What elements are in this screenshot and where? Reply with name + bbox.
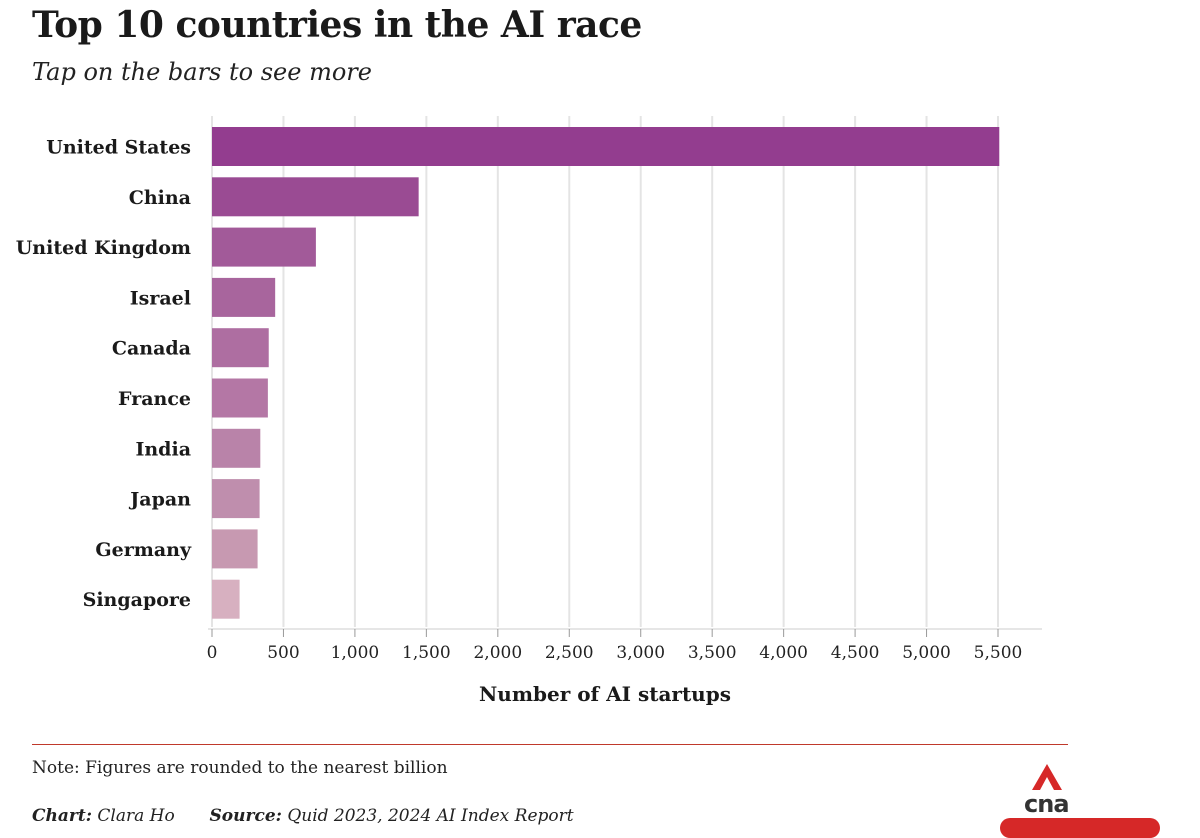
x-axis-title: Number of AI startups: [479, 682, 731, 706]
x-tick-label: 0: [207, 643, 218, 663]
bar-chart: 0 500 1,000 1,500 2,000 2,500 3,000 3,500 4,000 4…: [16, 116, 1042, 706]
x-tick-label: 4,500: [831, 643, 880, 663]
category-label: France: [118, 388, 191, 410]
source-label: Source:: [209, 806, 282, 826]
chart-subtitle: Tap on the bars to see more: [32, 58, 372, 86]
x-tick-label: 3,500: [688, 643, 737, 663]
bar-united-states[interactable]: [212, 127, 1000, 166]
bar-china[interactable]: [212, 177, 419, 217]
category-label: Canada: [112, 338, 191, 360]
chart-credit-author: Clara Ho: [97, 806, 175, 826]
chart-title: Top 10 countries in the AI race: [32, 4, 642, 46]
bar-france[interactable]: [212, 378, 268, 418]
x-tick-label: 1,500: [402, 643, 451, 663]
chart-credit-label: Chart:: [32, 806, 92, 826]
category-label: China: [129, 187, 191, 209]
category-label: United Kingdom: [16, 237, 191, 259]
red-banner[interactable]: [1000, 818, 1160, 838]
cna-logo-text: cna: [1024, 790, 1070, 818]
category-label: Singapore: [83, 589, 191, 611]
category-label: Germany: [95, 539, 192, 561]
bar-united-kingdom[interactable]: [212, 227, 316, 267]
footnote: Note: Figures are rounded to the nearest…: [32, 758, 448, 778]
bar-germany[interactable]: [212, 529, 258, 569]
category-label: United States: [46, 137, 191, 159]
cna-logo-icon: [1032, 764, 1062, 790]
category-label: Japan: [128, 489, 191, 511]
bar-japan[interactable]: [212, 479, 260, 519]
x-tick-label: 3,000: [616, 643, 665, 663]
credits: Chart: Clara Ho Source: Quid 2023, 2024 …: [32, 806, 574, 826]
x-tick-label: 1,000: [331, 643, 380, 663]
x-tick-label: 5,000: [902, 643, 951, 663]
bar-canada[interactable]: [212, 328, 269, 368]
bar-singapore[interactable]: [212, 579, 240, 619]
bar-israel[interactable]: [212, 277, 276, 317]
x-tick-label: 4,000: [759, 643, 808, 663]
x-tick-label: 5,500: [974, 643, 1023, 663]
bar-india[interactable]: [212, 428, 261, 468]
footer-divider: [32, 744, 1068, 745]
x-tick-label: 2,500: [545, 643, 594, 663]
x-tick-label: 500: [267, 643, 299, 663]
source-text: Quid 2023, 2024 AI Index Report: [287, 806, 574, 826]
category-label: Israel: [130, 287, 191, 309]
category-label: India: [135, 438, 191, 460]
x-tick-label: 2,000: [473, 643, 522, 663]
